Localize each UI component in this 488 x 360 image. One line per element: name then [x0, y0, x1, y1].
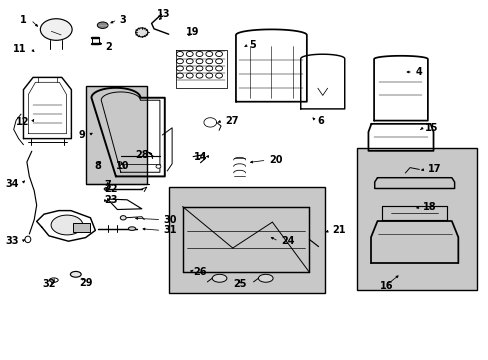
- Text: 7: 7: [104, 180, 111, 190]
- Ellipse shape: [104, 188, 109, 190]
- Text: 29: 29: [79, 278, 92, 288]
- Text: 5: 5: [249, 40, 256, 50]
- Ellipse shape: [120, 216, 126, 220]
- Text: 22: 22: [104, 184, 118, 194]
- Text: 11: 11: [13, 44, 27, 54]
- Ellipse shape: [51, 215, 83, 235]
- Ellipse shape: [120, 165, 124, 168]
- Bar: [73, 223, 90, 232]
- Text: 32: 32: [42, 279, 56, 289]
- Ellipse shape: [49, 278, 58, 282]
- Ellipse shape: [212, 274, 226, 282]
- Text: 25: 25: [232, 279, 246, 289]
- Text: 16: 16: [379, 281, 392, 291]
- Text: 24: 24: [281, 236, 294, 246]
- Text: 9: 9: [79, 130, 85, 140]
- Ellipse shape: [25, 236, 31, 243]
- Text: 26: 26: [193, 267, 206, 277]
- Text: 3: 3: [120, 15, 126, 25]
- Ellipse shape: [70, 271, 81, 277]
- Text: 19: 19: [186, 27, 200, 37]
- Text: 13: 13: [157, 9, 170, 19]
- Ellipse shape: [40, 19, 72, 40]
- Text: 30: 30: [163, 215, 177, 225]
- Text: 18: 18: [422, 202, 436, 212]
- Text: 15: 15: [425, 123, 438, 133]
- Text: 23: 23: [104, 195, 118, 205]
- Text: 20: 20: [268, 155, 282, 165]
- Text: 28: 28: [135, 150, 149, 160]
- Text: 34: 34: [5, 179, 19, 189]
- Ellipse shape: [156, 165, 161, 168]
- Ellipse shape: [128, 227, 136, 230]
- Ellipse shape: [135, 28, 148, 37]
- Text: 33: 33: [5, 236, 19, 246]
- Text: 31: 31: [163, 225, 177, 235]
- Text: 8: 8: [94, 161, 101, 171]
- Text: 2: 2: [105, 42, 112, 52]
- Text: 17: 17: [427, 164, 441, 174]
- Text: 14: 14: [194, 152, 207, 162]
- Text: 27: 27: [224, 116, 238, 126]
- Bar: [168, 187, 325, 293]
- Text: 10: 10: [115, 161, 129, 171]
- Ellipse shape: [97, 22, 108, 28]
- Text: 6: 6: [317, 116, 324, 126]
- Text: 12: 12: [16, 117, 29, 127]
- Bar: [356, 148, 476, 290]
- Text: 4: 4: [415, 67, 422, 77]
- Text: 21: 21: [332, 225, 346, 235]
- Bar: [85, 86, 146, 184]
- Ellipse shape: [258, 274, 272, 282]
- Text: 1: 1: [20, 15, 27, 25]
